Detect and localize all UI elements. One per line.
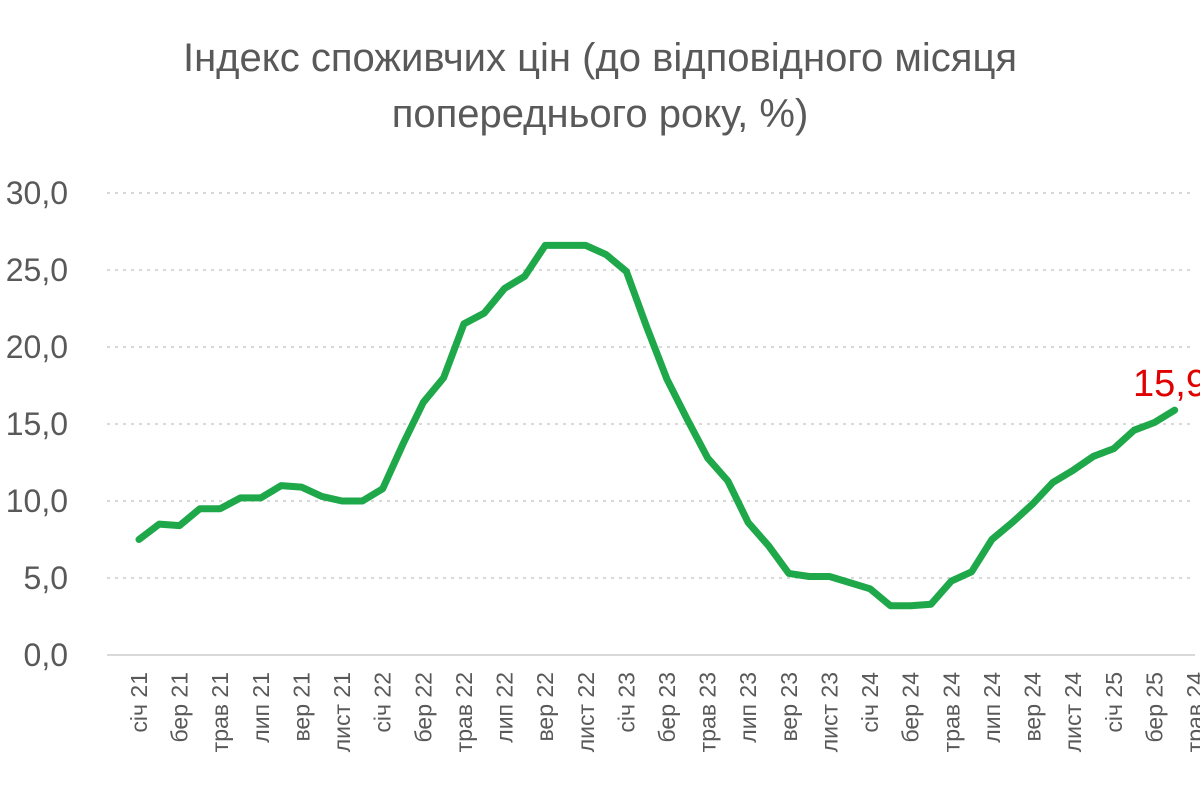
y-axis-tick-labels: 0,0 5,0 10,0 15,0 20,0 25,0 30,0 xyxy=(6,175,68,673)
x-tick-label: вер 24 xyxy=(1020,672,1046,742)
x-tick-label: бер 24 xyxy=(898,672,924,743)
x-tick-label: вер 21 xyxy=(288,672,314,742)
series-layer xyxy=(135,241,1179,610)
x-tick-label: лип 21 xyxy=(248,672,274,743)
x-tick-label: лист 22 xyxy=(573,672,599,752)
x-tick-label: січ 22 xyxy=(370,672,396,733)
y-tick-label: 20,0 xyxy=(6,329,68,365)
y-tick-label: 0,0 xyxy=(24,637,68,673)
gridlines xyxy=(107,192,1195,579)
data-label: 15,9 xyxy=(1133,363,1200,405)
x-tick-label: січ 24 xyxy=(857,672,883,733)
y-tick-label: 15,0 xyxy=(6,406,68,442)
y-tick-label: 5,0 xyxy=(24,560,68,596)
x-tick-label: бер 23 xyxy=(654,672,680,742)
x-tick-label: лип 24 xyxy=(979,672,1005,743)
x-tick-label: січ 25 xyxy=(1101,672,1127,733)
x-tick-label: вер 22 xyxy=(532,672,558,742)
x-tick-label: лист 21 xyxy=(329,672,355,752)
x-tick-label: трав 21 xyxy=(207,672,233,752)
x-tick-label: січ 21 xyxy=(126,672,152,733)
x-tick-label: трав 23 xyxy=(695,672,721,752)
x-tick-label: лист 23 xyxy=(816,672,842,752)
x-tick-label: трав 24 xyxy=(938,672,964,753)
y-tick-label: 25,0 xyxy=(6,252,68,288)
chart-title: Індекс споживчих цін (до відповідного мі… xyxy=(0,30,1200,142)
x-axis-tick-labels: січ 21 бер 21 трав 21 лип 21 вер 21 лист 21 сі… xyxy=(126,672,1200,753)
x-tick-label: лип 22 xyxy=(492,672,518,743)
chart-title-line-2: попереднього року, %) xyxy=(391,92,809,136)
x-tick-label: січ 23 xyxy=(613,672,639,733)
x-tick-label: бер 25 xyxy=(1141,672,1167,742)
x-tick-label: вер 23 xyxy=(776,672,802,742)
x-tick-label: бер 22 xyxy=(410,672,436,742)
y-tick-label: 10,0 xyxy=(6,483,68,519)
x-tick-label: лист 24 xyxy=(1060,672,1086,752)
x-tick-label: трав 24 xyxy=(1182,672,1200,753)
x-tick-label: трав 22 xyxy=(451,672,477,752)
chart-title-line-1: Індекс споживчих цін (до відповідного мі… xyxy=(182,36,1018,80)
series-line xyxy=(135,241,1179,610)
y-tick-label: 30,0 xyxy=(6,175,68,211)
x-tick-label: бер 21 xyxy=(167,672,193,742)
data-labels: 15,9 xyxy=(1133,363,1200,405)
x-tick-label: лип 23 xyxy=(735,672,761,743)
